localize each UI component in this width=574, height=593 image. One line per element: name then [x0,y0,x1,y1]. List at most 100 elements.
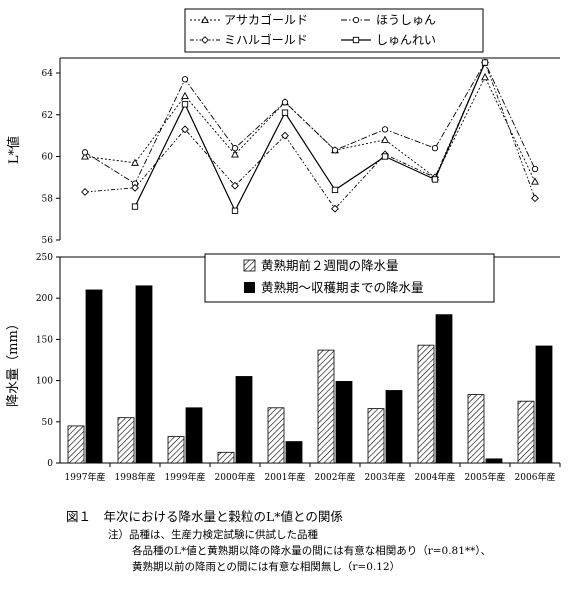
series-line-path [84,61,536,210]
legend-marker [352,36,360,44]
legend-label-miharu-gold: ミハルゴールド [224,32,308,47]
bar-pre-yellow-ripe [417,344,435,464]
bar-pre-yellow-ripe [167,436,185,464]
line-series-2 [81,59,539,187]
line-legend: アサカゴールド ほうしゅん ミハルゴールド しゅんれい [184,8,484,53]
data-point [381,135,389,143]
legend-label-asaka-gold: アサカゴールド [224,12,308,27]
data-point [331,186,339,194]
data-point [381,153,389,160]
bar-x-tick-label: 1998年産 [115,471,156,483]
data-point [431,176,439,183]
line-y-axis-label: L*値 [6,136,22,164]
bar-pre-yellow-ripe [467,394,485,464]
bar-yellow-ripe-to-harvest [285,441,303,464]
legend-label-houshun: ほうしゅん [376,13,436,27]
bar-yellow-ripe-to-harvest [485,458,503,464]
note-line-1: 注）品種は、生産力検定試験に供試した品種 [108,529,318,541]
data-point [431,144,439,152]
bar-yellow-ripe-to-harvest [235,376,253,464]
bar-yellow-ripe-to-harvest [385,390,403,464]
data-point [131,203,139,210]
data-point [531,194,539,203]
bar-y-ticks: 0 50 100 150 200 250 [36,253,60,469]
bar-yellow-ripe-to-harvest [135,285,153,464]
line-chart: 56 58 60 62 64 L*値 アサカゴールド ほうしゅん ミハルゴールド しゅん… [6,8,560,246]
bar-x-tick-label: 2001年産 [265,471,306,483]
bar-chart: 0 50 100 150 200 250 1997年産 1998年産 1999年産 2000年産… [6,253,561,483]
bar-x-tick-label: 2005年産 [465,471,506,483]
data-point [531,165,539,173]
bar-pre-yellow-ripe [317,349,335,464]
data-point [181,91,189,100]
data-point [231,207,239,214]
bar-y-tick-label: 150 [36,335,53,345]
legend-item-asaka-gold: アサカゴールド [190,12,308,27]
bar-x-tick-label: 2000年産 [215,471,256,483]
bar-y-tick-label: 100 [36,377,53,387]
legend-marker [201,15,209,24]
data-point [531,177,539,185]
data-point [231,181,239,190]
bar-legend: 黄熟期前２週間の降水量 黄熟期～収穫期までの降水量 [204,253,495,303]
line-series-3 [81,58,539,213]
data-point [181,125,189,134]
legend-swatch-yellow-ripe-to-harvest [244,282,255,293]
bar-yellow-ripe-to-harvest [85,289,103,464]
bar-x-tick-label: 2006年産 [515,471,556,483]
bar-yellow-ripe-to-harvest [535,345,553,464]
bar-series-group [67,285,553,464]
series-line-path [134,62,486,213]
bar-y-tick-label: 0 [47,459,53,469]
bar-x-tick-label: 2002年産 [315,471,356,483]
legend-label-yellow-ripe-to-harvest: 黄熟期～収穫期までの降水量 [261,280,424,295]
bar-y-tick-label: 200 [36,294,53,304]
figure-caption: 図１ 年次における降水量と穀粒のL*値との関係 [66,509,343,524]
legend-item-shunrei: しゅんれい [341,33,436,47]
bar-pre-yellow-ripe [267,407,285,464]
bar-pre-yellow-ripe [217,451,235,464]
series-line-path [84,61,536,185]
bar-pre-yellow-ripe [67,425,85,464]
bar-y-tick-label: 50 [42,418,54,428]
data-point [481,59,489,66]
bar-pre-yellow-ripe [517,400,535,464]
data-point [181,101,189,108]
bar-x-tick-label: 1999年産 [165,471,206,483]
note-line-3: 黄熟期以前の降雨との間には有意な相関無し（r=0.12） [132,561,401,573]
bar-yellow-ripe-to-harvest [335,381,353,464]
legend-label-pre-yellow-ripe: 黄熟期前２週間の降水量 [261,258,399,273]
line-y-tick-label: 62 [42,111,53,121]
bar-x-ticks: 1997年産 1998年産 1999年産 2000年産 2001年産 2002年産 2003… [65,463,561,483]
data-point [81,188,89,196]
bar-y-tick-label: 250 [36,253,53,263]
line-y-tick-label: 64 [42,69,54,79]
data-point [281,109,289,116]
data-point [81,149,89,156]
data-point [181,76,189,83]
note-line-2: 各品種のL*値と黄熟期以降の降水量の間には有意な相関あり（r=0.81**）、 [132,545,492,557]
line-y-ticks: 56 58 60 62 64 [42,69,60,246]
bar-x-tick-label: 1997年産 [65,471,106,483]
bar-y-axis-label: 降水量（mm） [6,317,21,407]
line-series-1 [81,73,539,185]
data-point [131,183,139,192]
line-y-tick-label: 58 [42,194,54,204]
line-series-4 [131,59,489,214]
data-point [331,204,339,213]
bar-yellow-ripe-to-harvest [185,407,203,464]
data-point [231,144,239,152]
bar-pre-yellow-ripe [117,417,135,464]
legend-marker [201,36,209,44]
line-y-tick-label: 56 [42,236,54,246]
data-point [381,126,389,133]
legend-item-miharu-gold: ミハルゴールド [190,32,308,47]
data-point [281,131,289,140]
legend-swatch-pre-yellow-ripe [243,259,256,272]
data-point [81,152,89,160]
data-point [231,150,239,158]
line-series-group [81,58,539,214]
bar-x-tick-label: 2004年産 [415,471,456,483]
bar-x-tick-label: 2003年産 [365,471,406,483]
